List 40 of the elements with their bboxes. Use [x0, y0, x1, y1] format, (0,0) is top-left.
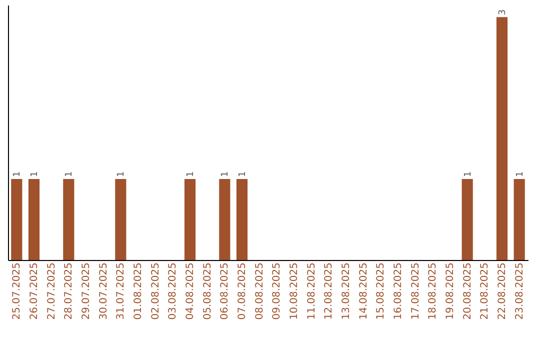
x-tick-label: 31.07.2025	[116, 262, 127, 320]
x-tick-label: 05.08.2025	[202, 262, 214, 320]
x-tick-label: 30.07.2025	[98, 262, 110, 320]
x-tick-label: 21.08.2025	[480, 262, 491, 320]
x-tick-label: 01.08.2025	[133, 262, 144, 320]
x-tick-label: 02.08.2025	[150, 262, 162, 320]
data-label: 1	[463, 171, 474, 178]
data-label: 1	[515, 171, 526, 178]
data-label: 1	[116, 171, 127, 178]
x-tick-label: 12.08.2025	[324, 262, 335, 320]
x-tick-label: 27.07.2025	[46, 262, 58, 320]
x-tick-label: 13.08.2025	[341, 262, 352, 320]
data-label: 1	[220, 171, 231, 178]
x-tick-label: 08.08.2025	[254, 262, 266, 320]
data-label: 1	[186, 171, 196, 178]
data-label: 1	[64, 171, 75, 178]
x-tick-label: 03.08.2025	[168, 262, 179, 320]
x-tick-label: 25.07.2025	[12, 262, 23, 320]
x-tick-label: 26.07.2025	[29, 262, 40, 320]
x-tick-label: 18.08.2025	[428, 262, 439, 320]
x-tick-label: 22.08.2025	[497, 262, 508, 320]
data-label: 1	[238, 171, 248, 178]
x-tick-label: 04.08.2025	[185, 262, 196, 320]
x-tick-label: 10.08.2025	[289, 262, 300, 320]
x-tick-label: 06.08.2025	[220, 262, 231, 320]
x-tick-label: 29.07.2025	[81, 262, 92, 320]
x-tick-label: 09.08.2025	[272, 262, 283, 320]
data-label: 1	[30, 171, 40, 178]
x-tick-label: 11.08.2025	[306, 262, 318, 320]
x-tick-label: 16.08.2025	[393, 262, 404, 320]
x-tick-label: 19.08.2025	[445, 262, 456, 320]
x-tick-label: 07.08.2025	[237, 262, 248, 320]
x-tick-label: 15.08.2025	[376, 262, 387, 320]
x-tick-label: 28.07.2025	[64, 262, 75, 320]
x-tick-label: 14.08.2025	[358, 262, 370, 320]
x-tick-label: 17.08.2025	[410, 262, 422, 320]
x-tick-label: 23.08.2025	[514, 262, 526, 320]
data-label: 3	[498, 9, 508, 16]
x-tick-label: 20.08.2025	[462, 262, 474, 320]
data-label: 1	[12, 171, 23, 178]
